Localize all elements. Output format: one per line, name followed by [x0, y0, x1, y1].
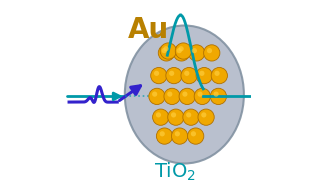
Circle shape: [149, 88, 165, 105]
Circle shape: [182, 91, 188, 97]
Circle shape: [168, 109, 184, 125]
Circle shape: [198, 109, 214, 125]
Circle shape: [156, 128, 173, 144]
Circle shape: [207, 48, 212, 53]
Circle shape: [152, 91, 157, 97]
Circle shape: [199, 71, 205, 76]
Circle shape: [192, 48, 197, 53]
Circle shape: [181, 67, 197, 84]
Circle shape: [166, 67, 182, 84]
Circle shape: [177, 48, 182, 53]
Circle shape: [153, 109, 169, 125]
Circle shape: [188, 128, 204, 144]
Circle shape: [167, 91, 173, 97]
Circle shape: [154, 71, 159, 76]
Circle shape: [169, 71, 174, 76]
Circle shape: [171, 112, 176, 118]
Circle shape: [160, 131, 165, 136]
Circle shape: [186, 112, 191, 118]
Ellipse shape: [125, 26, 244, 163]
Circle shape: [191, 131, 196, 136]
Circle shape: [158, 45, 174, 61]
Circle shape: [173, 45, 190, 61]
Circle shape: [160, 43, 176, 59]
Circle shape: [172, 128, 188, 144]
Circle shape: [194, 88, 210, 105]
Circle shape: [201, 112, 207, 118]
Circle shape: [197, 91, 202, 97]
Circle shape: [188, 45, 205, 61]
Circle shape: [156, 112, 161, 118]
Circle shape: [162, 48, 167, 53]
Text: Au: Au: [128, 16, 169, 44]
Circle shape: [211, 67, 227, 84]
Circle shape: [196, 67, 212, 84]
Circle shape: [178, 46, 184, 51]
Circle shape: [213, 91, 219, 97]
Circle shape: [204, 45, 220, 61]
Circle shape: [151, 67, 167, 84]
Circle shape: [175, 43, 192, 59]
Circle shape: [210, 88, 227, 105]
Circle shape: [163, 46, 168, 51]
Circle shape: [184, 71, 189, 76]
Circle shape: [175, 131, 180, 136]
Circle shape: [164, 88, 180, 105]
Circle shape: [183, 109, 199, 125]
Circle shape: [179, 88, 195, 105]
Circle shape: [214, 71, 220, 76]
Text: TiO$_2$: TiO$_2$: [154, 161, 196, 183]
